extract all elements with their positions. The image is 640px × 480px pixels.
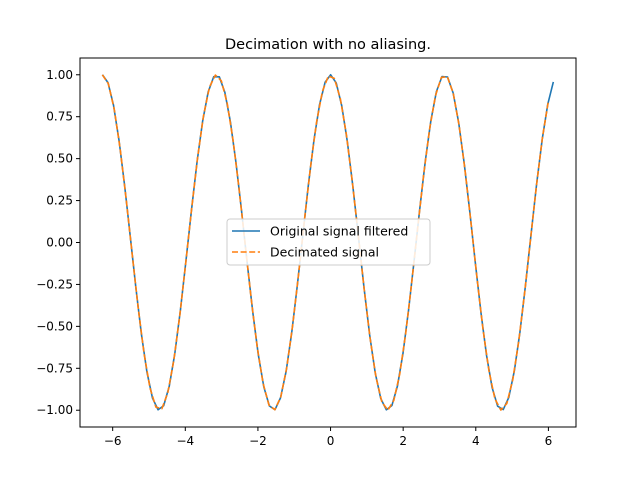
x-tick-label: 4	[472, 434, 480, 448]
y-tick-label: 1.00	[46, 68, 73, 82]
x-tick-label: −6	[104, 434, 122, 448]
legend: Original signal filtered Decimated signal	[226, 218, 431, 266]
x-tick-label: 6	[545, 434, 553, 448]
x-tick-label: −2	[249, 434, 267, 448]
legend-label-1: Original signal filtered	[270, 224, 408, 239]
y-tick-label: −1.00	[36, 403, 73, 417]
series-layer	[101, 73, 555, 412]
y-tick-label: 0.00	[46, 236, 73, 250]
y-tick-label: −0.50	[36, 319, 73, 333]
chart-title: Decimation with no aliasing.	[225, 37, 431, 53]
y-tick-label: 0.50	[46, 152, 73, 166]
y-tick-label: 0.75	[46, 110, 73, 124]
y-axis: −1.00 −0.75 −0.50 −0.25 0.00 0.25 0.50 0.75 1.00	[36, 68, 80, 417]
x-tick-label: 2	[399, 434, 407, 448]
legend-label-2: Decimated signal	[270, 245, 379, 260]
x-tick-label: 0	[327, 434, 335, 448]
y-tick-label: 0.25	[46, 194, 73, 208]
x-axis: −6 −4 −2 0 2 4 6	[104, 427, 552, 448]
x-tick-label: −4	[176, 434, 194, 448]
legend-box	[226, 218, 431, 266]
series-line-2	[101, 74, 550, 412]
y-tick-label: −0.75	[36, 361, 73, 375]
y-tick-label: −0.25	[36, 277, 73, 291]
